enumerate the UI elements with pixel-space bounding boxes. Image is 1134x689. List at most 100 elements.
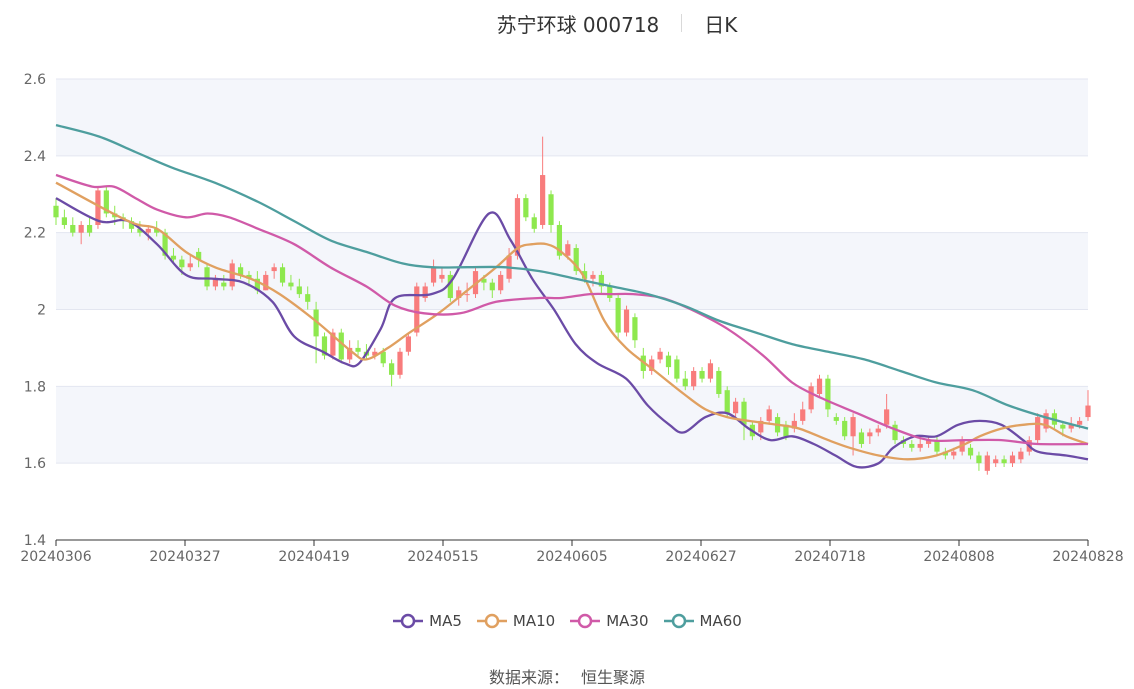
series-line-ma30	[55, 173, 1089, 446]
candle-body	[590, 274, 596, 279]
legend-item-ma10[interactable]: MA10	[476, 612, 555, 630]
candle-body	[489, 282, 495, 291]
candle	[993, 455, 999, 468]
legend-marker-ma10	[476, 613, 507, 629]
candle	[296, 278, 302, 298]
candle	[540, 136, 546, 229]
candle-body	[321, 336, 328, 356]
candle	[1001, 455, 1007, 468]
candle-body	[313, 309, 319, 337]
candle	[61, 209, 67, 229]
candle-body	[1068, 424, 1074, 429]
y-tick-label: 2.6	[24, 72, 46, 88]
legend-item-ma5[interactable]: MA5	[392, 612, 462, 630]
candle-body	[70, 224, 76, 233]
candle-body	[170, 255, 177, 260]
x-tick-label: 20240627	[665, 549, 736, 565]
candle-body	[145, 228, 151, 233]
grid-lines	[56, 78, 1088, 541]
candle	[623, 305, 630, 337]
candle	[884, 394, 890, 429]
candle-body	[204, 267, 210, 287]
kline-chart: 1.41.61.822.22.42.6 20240306 20240327 2024…	[20, 72, 1124, 565]
candle-body	[1060, 424, 1066, 429]
candle	[984, 451, 990, 475]
candle	[800, 401, 806, 425]
x-tick-label: 20240718	[794, 549, 865, 565]
candle-body	[405, 336, 411, 352]
x-tick-label: 20240306	[20, 549, 91, 565]
candle	[78, 221, 84, 245]
title-divider	[681, 14, 683, 32]
candle-body	[649, 359, 655, 371]
candle-body	[800, 409, 806, 421]
candle	[548, 190, 554, 233]
x-tick-label: 20240327	[149, 549, 220, 565]
candle	[825, 374, 831, 418]
candle-body	[422, 286, 428, 298]
legend-item-ma60[interactable]: MA60	[663, 612, 742, 630]
candle-body	[967, 447, 974, 456]
candle-body	[573, 248, 579, 272]
y-axis: 1.4 1.6 1.8 2 2.2 2.4 2.6	[24, 72, 46, 549]
candle	[842, 417, 848, 441]
candle	[53, 198, 59, 225]
candle-body	[179, 259, 185, 268]
source-label: 数据来源：	[488, 668, 569, 687]
candle	[70, 217, 76, 237]
candle	[355, 340, 361, 356]
candle-body	[397, 351, 403, 375]
candle-body	[884, 409, 890, 425]
candle-body	[976, 455, 982, 464]
candle-body	[229, 263, 235, 287]
candle-body	[816, 378, 823, 395]
legend-label: MA60	[699, 612, 742, 630]
candle	[1018, 447, 1024, 464]
candle-body	[86, 224, 93, 233]
candle-body	[95, 190, 101, 225]
candle	[221, 274, 227, 291]
candle	[615, 294, 621, 341]
candle-body	[103, 190, 109, 214]
candle	[439, 267, 445, 283]
candle	[858, 428, 865, 448]
candle-body	[632, 317, 638, 341]
candle-body	[615, 297, 621, 333]
candle	[791, 413, 797, 433]
candle-body	[1001, 459, 1007, 464]
candle-body	[389, 363, 395, 375]
legend-marker-ma5	[393, 613, 424, 629]
candle-body	[850, 417, 856, 437]
candle	[196, 248, 202, 268]
candle-body	[447, 274, 453, 298]
x-axis: 20240306 20240327 20240419 20240515 20240605…	[20, 540, 1124, 565]
candle-body	[833, 417, 839, 421]
candle	[556, 221, 563, 260]
legend-label: MA5	[429, 612, 462, 630]
y-tick-label: 1.4	[24, 533, 46, 549]
candle-body	[154, 228, 160, 233]
candle	[867, 428, 873, 444]
legend-item-ma30[interactable]: MA30	[569, 612, 649, 630]
candle	[321, 332, 328, 360]
candle-body	[548, 194, 554, 225]
candle-body	[682, 378, 688, 387]
candle	[691, 367, 697, 391]
candle-body	[766, 409, 772, 421]
candle-body	[128, 221, 135, 229]
candle-body	[380, 351, 386, 364]
candle-body	[162, 232, 168, 256]
candle-body	[263, 274, 269, 291]
candle	[212, 274, 219, 291]
candle-body	[61, 217, 67, 225]
candle-body	[842, 420, 848, 437]
x-tick-label: 20240419	[278, 549, 349, 565]
candle	[816, 374, 823, 398]
candle-body	[1077, 420, 1083, 425]
candle-body	[783, 424, 789, 437]
candle	[498, 271, 504, 295]
legend-label: MA10	[512, 612, 556, 630]
candle-body	[288, 282, 294, 287]
y-tick-label: 1.8	[24, 379, 46, 395]
candle	[1043, 409, 1049, 433]
